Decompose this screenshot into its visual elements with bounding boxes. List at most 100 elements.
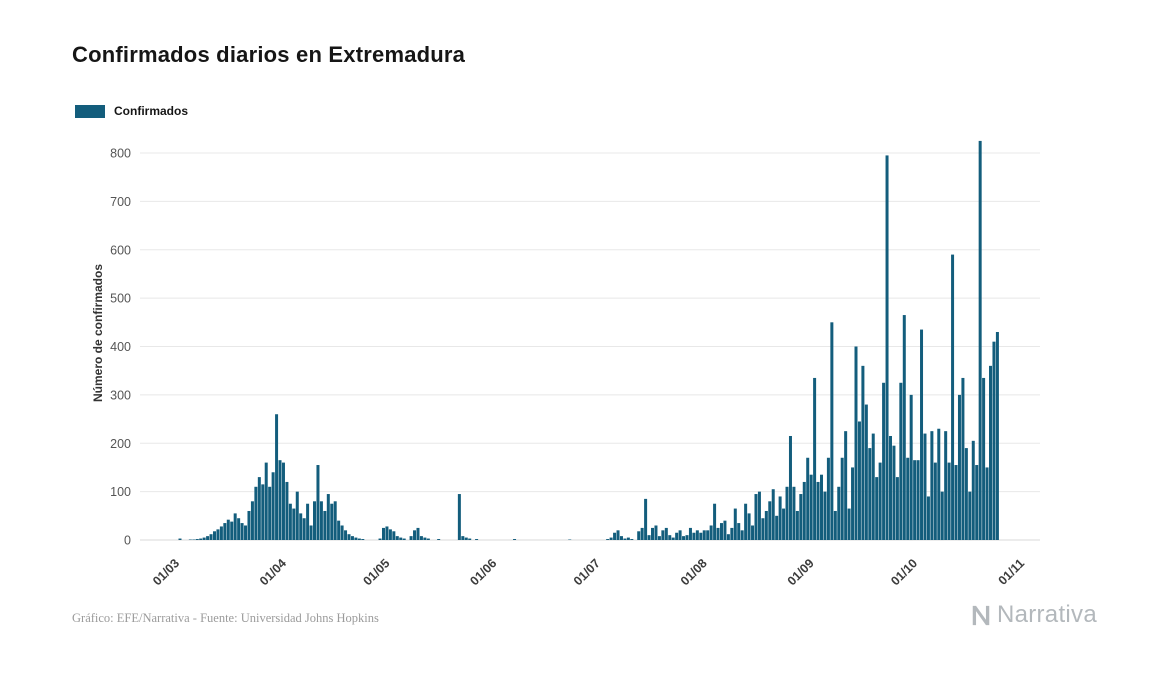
- bar: [219, 526, 223, 541]
- bar: [954, 465, 958, 540]
- bar: [820, 474, 824, 540]
- bar: [212, 531, 216, 540]
- bar: [664, 527, 668, 540]
- y-tick-label: 700: [110, 195, 131, 209]
- bar: [702, 530, 706, 541]
- bar: [744, 503, 748, 540]
- bar: [302, 518, 306, 540]
- bar: [826, 457, 830, 540]
- bar: [257, 477, 261, 540]
- bar: [457, 494, 461, 540]
- bar: [816, 481, 820, 540]
- bar: [751, 525, 755, 540]
- bar: [657, 536, 661, 540]
- bar: [716, 527, 720, 540]
- bar: [920, 329, 924, 540]
- bar: [844, 431, 848, 540]
- bar: [244, 525, 248, 540]
- bar: [261, 484, 265, 540]
- bar: [230, 521, 234, 540]
- bar: [916, 460, 920, 540]
- bar: [651, 527, 655, 540]
- bar: [347, 534, 351, 540]
- bar: [719, 523, 723, 540]
- bar: [740, 530, 744, 541]
- bar: [806, 457, 810, 540]
- bar: [830, 322, 834, 540]
- bar: [237, 518, 241, 540]
- bar: [344, 530, 348, 541]
- bar: [437, 539, 441, 540]
- bar: [895, 477, 899, 540]
- narrativa-logo-icon: [972, 605, 990, 626]
- bar: [513, 539, 517, 540]
- bar: [871, 433, 875, 540]
- y-tick-label: 200: [110, 437, 131, 451]
- bar: [892, 445, 896, 540]
- bar: [202, 537, 206, 540]
- bar: [799, 494, 803, 540]
- bar: [906, 457, 910, 540]
- bar: [609, 537, 613, 540]
- bar: [668, 535, 672, 540]
- bar: [868, 448, 872, 540]
- bar: [768, 501, 772, 540]
- bar: [913, 460, 917, 540]
- bar: [723, 520, 727, 540]
- bar: [264, 462, 268, 540]
- x-tick-label: 01/08: [678, 556, 710, 588]
- bar: [468, 538, 472, 540]
- bar: [902, 315, 906, 540]
- x-tick-label: 01/05: [360, 556, 392, 588]
- bar: [992, 341, 996, 540]
- bar: [640, 527, 644, 540]
- bar: [392, 531, 396, 540]
- bar: [254, 486, 258, 540]
- bar: [413, 530, 417, 541]
- bar: [399, 537, 403, 540]
- bar: [233, 513, 237, 540]
- bar: [926, 496, 930, 540]
- bar: [940, 491, 944, 541]
- bar: [964, 448, 968, 540]
- bar: [178, 538, 182, 540]
- bar: [295, 491, 299, 541]
- bar: [195, 539, 199, 540]
- bar: [947, 462, 951, 540]
- bar: [957, 394, 961, 541]
- bar: [426, 538, 430, 540]
- y-tick-label: 500: [110, 292, 131, 306]
- bar: [292, 508, 296, 540]
- bar: [616, 530, 620, 541]
- bar: [333, 501, 337, 540]
- bar: [216, 529, 220, 540]
- bar: [795, 510, 799, 540]
- bar: [644, 498, 648, 540]
- bar: [323, 510, 327, 540]
- bar: [340, 525, 344, 540]
- bar: [678, 530, 682, 541]
- bar: [961, 377, 965, 540]
- bar: [989, 365, 993, 540]
- bar: [754, 494, 758, 540]
- bar: [361, 539, 365, 540]
- bar: [637, 531, 641, 540]
- bar: [788, 435, 792, 540]
- narrativa-logo-text: Narrativa: [996, 601, 1097, 628]
- bar: [685, 535, 689, 540]
- bar: [792, 486, 796, 540]
- bar: [199, 538, 203, 540]
- bar: [682, 536, 686, 540]
- bar: [385, 526, 389, 541]
- bar: [899, 382, 903, 540]
- bar: [268, 486, 272, 540]
- bar: [706, 530, 710, 541]
- bar: [337, 520, 341, 540]
- bar: [661, 530, 665, 541]
- bar: [281, 462, 285, 540]
- bar: [823, 491, 827, 541]
- bar: [381, 527, 385, 540]
- bar: [847, 508, 851, 540]
- y-tick-label: 300: [110, 388, 131, 402]
- bar: [885, 155, 889, 541]
